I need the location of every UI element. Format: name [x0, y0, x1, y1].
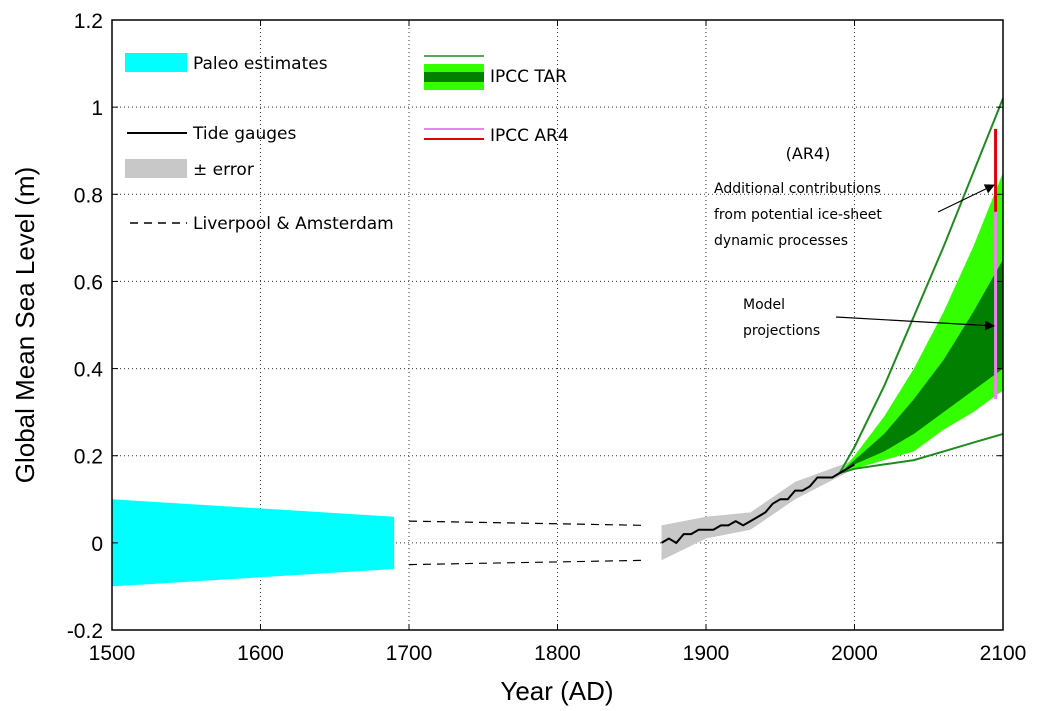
annotation-ice-line-2: from potential ice-sheet: [714, 207, 882, 223]
legend-label-tide: Tide gauges: [192, 124, 296, 144]
legend-swatch-tar-dark: [424, 72, 484, 82]
x-tick-label: 2000: [831, 642, 878, 665]
x-tick-label: 1700: [386, 642, 433, 665]
y-tick-label: 0.8: [74, 184, 103, 207]
x-tick-label: 1500: [89, 642, 136, 665]
y-tick-label: 0.4: [74, 359, 104, 382]
y-tick-label: 1.2: [74, 10, 103, 33]
tide-error-band: [661, 460, 855, 561]
legend-label-ar4: IPCC AR4: [490, 126, 569, 146]
tide-gauge-line: [660, 463, 856, 545]
legend-label-liverpool: Liverpool & Amsterdam: [193, 214, 394, 234]
legend-label-paleo: Paleo estimates: [193, 54, 328, 74]
tar-upper-line: [838, 98, 1003, 474]
axis-ticks: 1500 1600 1700 1800 1900 2000 2100 -0.2 0 0.2 0.4 0…: [67, 10, 1027, 665]
x-tick-label: 1900: [683, 642, 730, 665]
y-tick-label: 0.2: [74, 446, 103, 469]
liverpool-upper-line: [408, 520, 647, 526]
liverpool-lower-line: [408, 559, 647, 566]
legend-label-error: ± error: [193, 160, 254, 180]
annotations: (AR4) Additional contributions from pote…: [714, 144, 995, 339]
y-tick-label: 0: [91, 533, 103, 556]
annotation-model-arrow: [835, 316, 995, 331]
annotation-ar4-heading: (AR4): [786, 144, 831, 163]
paleo-band: [112, 499, 395, 587]
x-tick-label: 1600: [237, 642, 284, 665]
annotation-ice-line-1: Additional contributions: [714, 181, 881, 197]
y-tick-label: 0.6: [74, 271, 103, 294]
annotation-model-line-2: projections: [743, 323, 820, 339]
legend-label-tar: IPCC TAR: [490, 67, 567, 87]
legend-swatch-error: [125, 159, 187, 178]
x-axis-label: Year (AD): [500, 676, 613, 706]
tar-lower-line: [839, 432, 1003, 475]
annotation-ice-arrow: [937, 184, 995, 213]
legend-swatch-paleo: [125, 53, 187, 72]
annotation-model-line-1: Model: [743, 297, 785, 313]
y-tick-label: 1: [91, 97, 103, 120]
y-tick-label: -0.2: [67, 620, 103, 643]
plot-marks: [112, 98, 1003, 587]
annotation-ice-line-3: dynamic processes: [714, 233, 848, 249]
legend: Paleo estimates Tide gauges ± error Live…: [125, 53, 569, 234]
tar-dark-band: [839, 259, 1003, 474]
x-tick-label: 1800: [534, 642, 581, 665]
y-axis-label: Global Mean Sea Level (m): [10, 167, 40, 483]
x-tick-label: 2100: [980, 642, 1027, 665]
